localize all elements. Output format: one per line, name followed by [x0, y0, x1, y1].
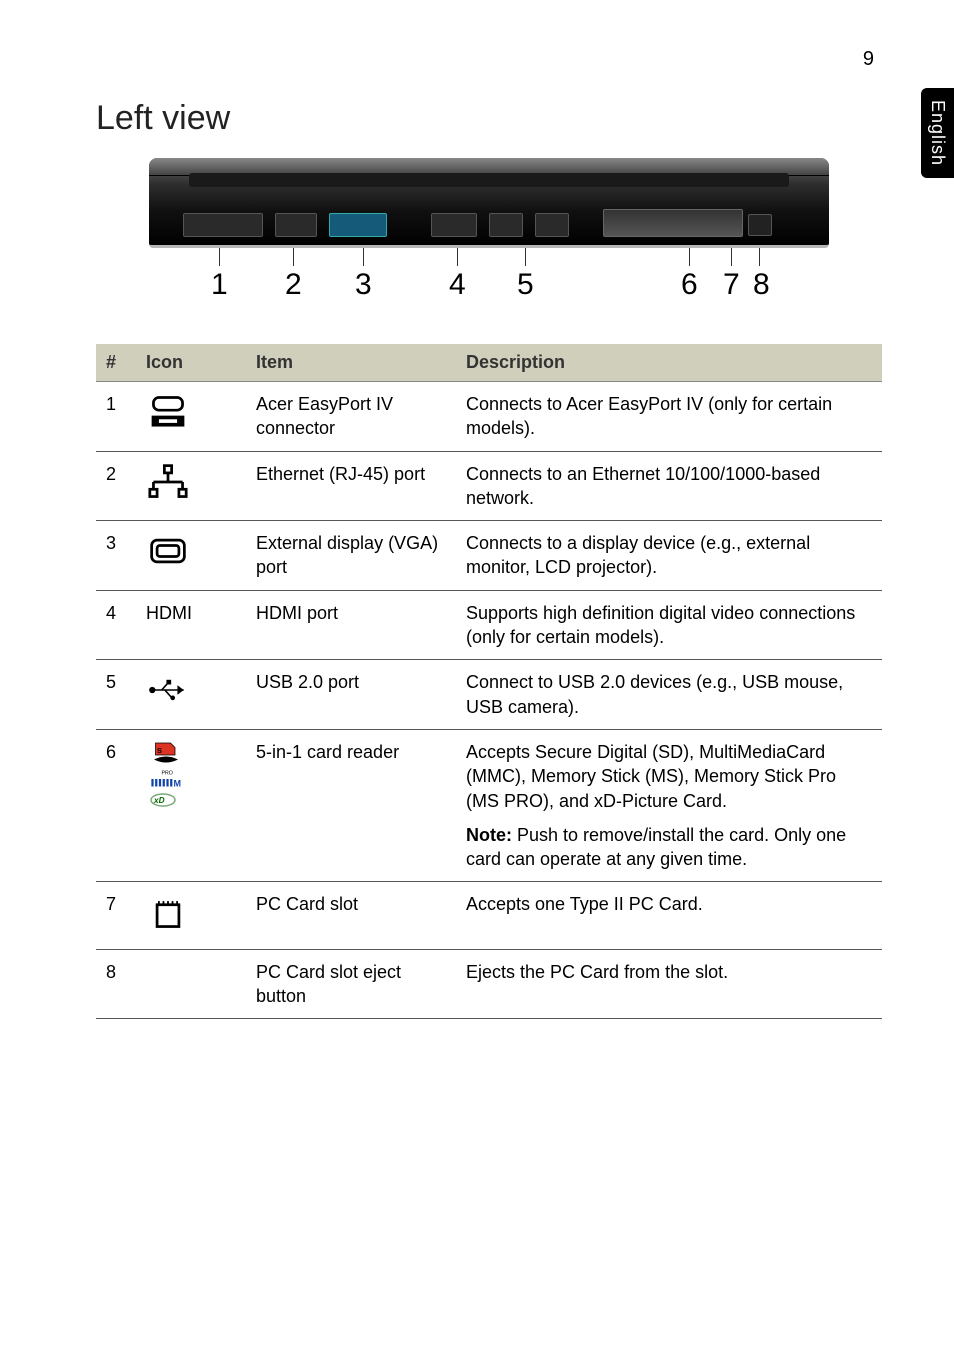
row-num: 3 — [96, 521, 136, 591]
table-row: 4 HDMI HDMI port Supports high definitio… — [96, 590, 882, 660]
port-hdmi — [431, 213, 477, 237]
table-row: 7 PC Card slot Accepts one Type II PC Ca… — [96, 882, 882, 949]
port-ethernet — [275, 213, 317, 237]
table-row: 8 PC Card slot eject button Ejects the P… — [96, 949, 882, 1019]
row-item: USB 2.0 port — [246, 660, 456, 730]
callout-7: 7 — [723, 268, 740, 302]
port-vga — [329, 213, 387, 237]
row-note-body: Push to remove/install the card. Only on… — [466, 825, 846, 869]
hdmi-text-icon: HDMI — [136, 590, 246, 660]
page-container: 9 Left view 1 2 3 4 5 6 — [0, 0, 954, 1079]
row-item: PC Card slot eject button — [246, 949, 456, 1019]
multicard-icon: S PRO M xD — [136, 729, 246, 881]
row-num: 6 — [96, 729, 136, 881]
port-usb-2 — [535, 213, 569, 237]
row-desc: Accepts Secure Digital (SD), MultiMediaC… — [456, 729, 882, 881]
row-desc: Connects to a display device (e.g., exte… — [456, 521, 882, 591]
row-desc-main: Accepts Secure Digital (SD), MultiMediaC… — [466, 742, 836, 811]
svg-text:xD: xD — [153, 796, 165, 805]
table-header-row: # Icon Item Description — [96, 344, 882, 382]
row-num: 8 — [96, 949, 136, 1019]
row-item: External display (VGA) port — [246, 521, 456, 591]
row-item: Ethernet (RJ-45) port — [246, 451, 456, 521]
ethernet-icon — [136, 451, 246, 521]
row-desc: Ejects the PC Card from the slot. — [456, 949, 882, 1019]
usb-icon — [136, 660, 246, 730]
callout-5: 5 — [517, 268, 534, 302]
row-desc: Accepts one Type II PC Card. — [456, 882, 882, 949]
row-desc: Connects to an Ethernet 10/100/1000-base… — [456, 451, 882, 521]
port-card-slots — [603, 209, 743, 237]
table-row: 6 S PRO M xD 5-in-1 card reader A — [96, 729, 882, 881]
header-num: # — [96, 344, 136, 382]
row-desc: Connect to USB 2.0 devices (e.g., USB mo… — [456, 660, 882, 730]
port-easyport — [183, 213, 263, 237]
laptop-side-illustration — [149, 158, 829, 248]
page-number: 9 — [96, 48, 874, 71]
svg-text:M: M — [174, 778, 182, 788]
callout-2: 2 — [285, 268, 302, 302]
header-desc: Description — [456, 344, 882, 382]
row-num: 4 — [96, 590, 136, 660]
empty-icon — [136, 949, 246, 1019]
row-num: 2 — [96, 451, 136, 521]
table-row: 3 External display (VGA) port Connects t… — [96, 521, 882, 591]
row-num: 1 — [96, 382, 136, 452]
row-item: PC Card slot — [246, 882, 456, 949]
callout-4: 4 — [449, 268, 466, 302]
language-tab: English — [921, 88, 954, 178]
diagram-callouts: 1 2 3 4 5 6 7 8 — [149, 254, 829, 314]
easyport-icon — [136, 382, 246, 452]
callout-3: 3 — [355, 268, 372, 302]
table-row: 1 Acer EasyPort IV connector Connects to… — [96, 382, 882, 452]
row-note-label: Note: — [466, 825, 512, 845]
table-row: 5 USB 2.0 port Connect to USB 2.0 device… — [96, 660, 882, 730]
table-row: 2 Ethernet (RJ-45) port Connects to an E… — [96, 451, 882, 521]
svg-text:PRO: PRO — [162, 770, 173, 776]
row-item: 5-in-1 card reader — [246, 729, 456, 881]
port-usb-1 — [489, 213, 523, 237]
section-title: Left view — [96, 99, 882, 138]
left-view-diagram: 1 2 3 4 5 6 7 8 — [149, 158, 829, 314]
callout-6: 6 — [681, 268, 698, 302]
callout-8: 8 — [753, 268, 770, 302]
pccard-icon — [136, 882, 246, 949]
row-desc: Connects to Acer EasyPort IV (only for c… — [456, 382, 882, 452]
callout-1: 1 — [211, 268, 228, 302]
row-item: Acer EasyPort IV connector — [246, 382, 456, 452]
svg-text:S: S — [157, 746, 162, 755]
vga-icon — [136, 521, 246, 591]
row-num: 5 — [96, 660, 136, 730]
row-num: 7 — [96, 882, 136, 949]
row-desc: Supports high definition digital video c… — [456, 590, 882, 660]
row-item: HDMI port — [246, 590, 456, 660]
header-item: Item — [246, 344, 456, 382]
header-icon: Icon — [136, 344, 246, 382]
spec-table: # Icon Item Description 1 Acer EasyPort … — [96, 344, 882, 1019]
